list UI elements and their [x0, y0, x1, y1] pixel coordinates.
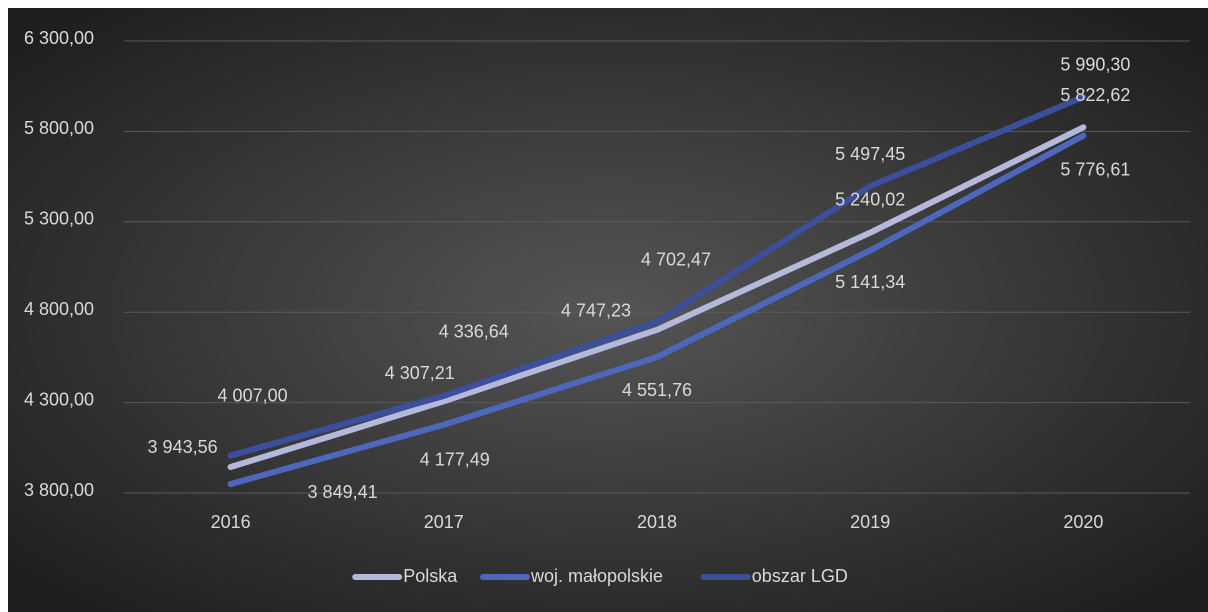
data-label: 5 776,61: [1060, 159, 1130, 179]
y-tick-label: 3 800,00: [24, 480, 94, 500]
x-tick-label: 2019: [850, 512, 890, 532]
data-label: 5 822,62: [1060, 85, 1130, 105]
legend-label: woj. małopolskie: [530, 566, 663, 586]
data-label: 4 747,23: [561, 300, 631, 320]
y-tick-label: 4 800,00: [24, 299, 94, 319]
series-line: [227, 132, 1087, 488]
x-tick-label: 2020: [1063, 512, 1103, 532]
y-tick-label: 6 300,00: [24, 28, 94, 48]
data-label: 3 943,56: [148, 437, 218, 457]
series-line: [227, 124, 1087, 471]
y-tick-label: 5 300,00: [24, 209, 94, 229]
data-label: 4 336,64: [439, 322, 509, 342]
data-label: 4 702,47: [641, 250, 711, 270]
data-label: 3 849,41: [308, 482, 378, 502]
data-label: 4 007,00: [218, 385, 288, 405]
data-label: 5 990,30: [1060, 55, 1130, 75]
data-label: 5 497,45: [835, 144, 905, 164]
x-tick-label: 2018: [637, 512, 677, 532]
data-label: 4 177,49: [420, 449, 490, 469]
x-tick-label: 2017: [424, 512, 464, 532]
data-label: 4 551,76: [622, 380, 692, 400]
legend-label: obszar LGD: [752, 566, 848, 586]
y-tick-label: 5 800,00: [24, 118, 94, 138]
data-label: 5 141,34: [835, 272, 905, 292]
background: [8, 8, 1208, 612]
x-tick-label: 2016: [211, 512, 251, 532]
y-tick-label: 4 300,00: [24, 389, 94, 409]
series-line: [227, 93, 1087, 459]
legend-label: Polska: [403, 566, 458, 586]
data-label: 5 240,02: [835, 189, 905, 209]
data-label: 4 307,21: [385, 363, 455, 383]
